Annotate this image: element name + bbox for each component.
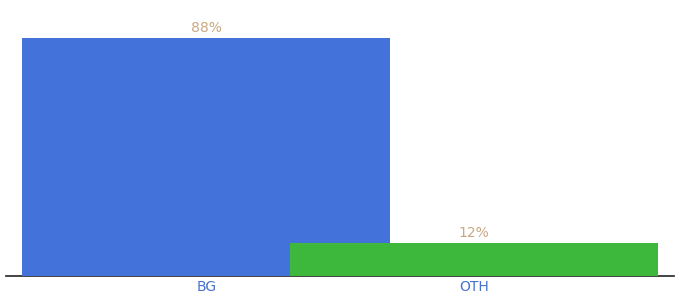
Bar <box>22 38 390 276</box>
Text: 12%: 12% <box>458 226 489 241</box>
Text: 88%: 88% <box>191 21 222 35</box>
Bar <box>290 243 658 276</box>
